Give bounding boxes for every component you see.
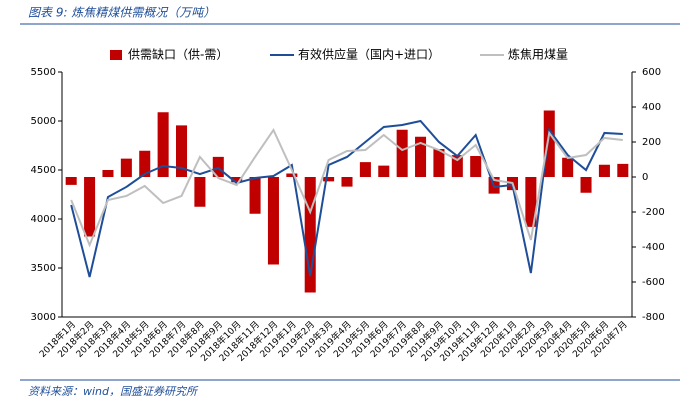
bar xyxy=(543,110,555,177)
legend-label: 炼焦用煤量 xyxy=(508,47,568,62)
bar xyxy=(617,163,629,177)
bar xyxy=(525,177,537,227)
chart-title: 图表 9: 炼焦精煤供需概况（万吨） xyxy=(28,6,215,20)
bar xyxy=(580,177,592,193)
bar xyxy=(176,125,188,177)
y2-tick-label: 400 xyxy=(642,102,661,113)
bar xyxy=(157,112,169,177)
bar xyxy=(212,156,224,177)
y2-tick-label: -600 xyxy=(642,277,665,288)
bar xyxy=(451,155,463,177)
y2-tick-label: 600 xyxy=(642,67,661,78)
bar xyxy=(139,150,151,177)
legend-label: 供需缺口（供-需） xyxy=(128,47,228,62)
y2-tick-label: -800 xyxy=(642,312,665,323)
y2-tick-label: -200 xyxy=(642,207,665,218)
y2-tick-label: 200 xyxy=(642,137,661,148)
y-tick-label: 5000 xyxy=(31,116,56,127)
source: 资料来源：wind，国盛证券研究所 xyxy=(28,385,199,398)
bar xyxy=(470,156,482,177)
bar xyxy=(598,164,610,177)
y2-tick-label: 0 xyxy=(642,172,648,183)
y-tick-label: 4000 xyxy=(31,214,56,225)
bar xyxy=(562,157,574,177)
bar xyxy=(415,136,427,177)
bar xyxy=(378,165,390,177)
bar xyxy=(231,177,243,183)
bar xyxy=(65,177,77,185)
bar xyxy=(267,177,279,265)
y-tick-label: 5500 xyxy=(31,67,56,78)
bar xyxy=(286,173,298,177)
bar xyxy=(341,177,353,187)
y2-tick-label: -400 xyxy=(642,242,665,253)
y-tick-label: 3000 xyxy=(31,312,56,323)
legend-label: 有效供应量（国内+进口） xyxy=(298,47,440,62)
bar xyxy=(84,177,96,237)
y-tick-label: 3500 xyxy=(31,263,56,274)
bar xyxy=(396,129,408,177)
bar xyxy=(304,177,316,293)
bar xyxy=(102,170,114,177)
line xyxy=(70,119,623,278)
bar xyxy=(359,162,371,177)
bar xyxy=(194,177,206,207)
bar xyxy=(120,158,132,177)
line xyxy=(70,127,623,248)
bar xyxy=(323,177,335,182)
legend-swatch xyxy=(110,50,122,60)
bar xyxy=(249,177,261,214)
y-tick-label: 4500 xyxy=(31,165,56,176)
bar xyxy=(433,149,445,177)
